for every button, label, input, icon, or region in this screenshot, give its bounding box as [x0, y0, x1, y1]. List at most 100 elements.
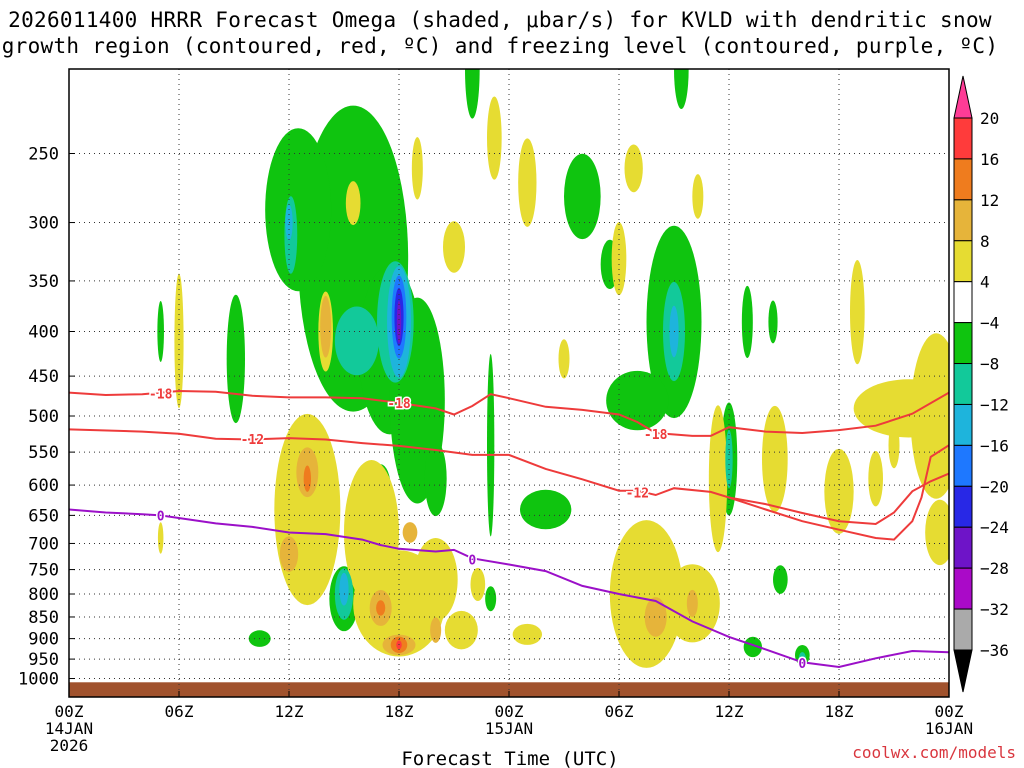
colorbar-swatch-13	[953, 608, 973, 651]
omega-region-41	[850, 259, 865, 365]
omega-region-76	[339, 572, 349, 606]
y-tick-label-500: 500	[28, 407, 59, 427]
y-tick-label-300: 300	[28, 214, 59, 234]
omega-region-12	[485, 586, 497, 612]
omega-region-64	[303, 465, 312, 492]
omega-region-4	[424, 441, 447, 517]
contour-dgz_bottom_minus12_b	[728, 444, 949, 541]
colorbar-swatch-1	[953, 117, 973, 160]
y-tick-label-400: 400	[28, 323, 59, 343]
omega-region-62	[644, 597, 667, 637]
x-tick-label-48-1: 16JAN	[925, 719, 973, 738]
omega-region-38	[824, 448, 854, 534]
omega-region-54	[558, 339, 570, 379]
omega-region-21	[768, 300, 778, 344]
colorbar-swatch-5	[953, 281, 973, 324]
chart-title-line-1: 2026011400 HRRR Forecast Omega (shaded, …	[8, 8, 992, 32]
colorbar-label-5: −4	[980, 314, 999, 333]
contour-label-dgz_bottom_minus12-1: -12	[626, 487, 649, 502]
y-tick-label-700: 700	[28, 534, 59, 554]
omega-region-33	[444, 610, 478, 650]
omega-region-53	[411, 137, 423, 200]
omega-region-32	[512, 623, 542, 645]
omega-region-69	[334, 306, 379, 376]
omega-region-50	[174, 273, 184, 409]
y-tick-label-450: 450	[28, 367, 59, 387]
omega-region-14	[564, 153, 601, 240]
contour-labels: -18 -18 -18 -12 -12 0 0 0	[147, 386, 807, 674]
omega-region-22	[773, 565, 788, 594]
contour-lines	[69, 389, 949, 669]
omega-region-45	[487, 96, 502, 180]
omega-region-28	[274, 413, 341, 606]
colorbar-swatch-3	[953, 199, 973, 242]
omega-region-63	[686, 589, 698, 617]
colorbar-swatch-9	[953, 444, 973, 487]
omega-region-46	[611, 222, 627, 296]
omega-region-10	[465, 69, 480, 119]
omega-region-74	[725, 429, 733, 489]
x-tick-label-36-0: 12Z	[715, 702, 744, 721]
y-tick-label-650: 650	[28, 506, 59, 526]
contour-label-dgz_top_minus18-1: -18	[387, 397, 411, 412]
y-tick-label-850: 850	[28, 608, 59, 628]
x-tick-label-48-0: 00Z	[935, 702, 964, 721]
omega-region-60	[402, 522, 418, 543]
colorbar-bottom-arrow	[953, 649, 973, 693]
contour-label-freezing_level_0-0: 0	[157, 509, 165, 524]
colorbar-label-9: −20	[980, 477, 1009, 496]
omega-region-61	[430, 617, 442, 643]
omega-region-30	[413, 538, 458, 622]
omega-region-11	[487, 353, 495, 537]
colorbar-swatch-4	[953, 240, 973, 283]
colorbar-label-3: 8	[980, 232, 990, 251]
y-tick-label-350: 350	[28, 272, 59, 292]
omega-region-49	[345, 181, 361, 226]
omega-region-23	[743, 636, 762, 658]
omega-region-26	[853, 379, 949, 438]
colorbar-label-1: 16	[980, 150, 999, 169]
credit-text: coolwx.com/models	[852, 743, 1016, 762]
colorbar-label-10: −24	[980, 518, 1009, 537]
x-tick-label-30-0: 06Z	[605, 702, 634, 721]
omega-region-81	[396, 300, 402, 344]
omega-region-48	[624, 144, 643, 193]
x-tick-label-42-0: 18Z	[825, 702, 854, 721]
omega-region-66	[376, 600, 386, 616]
omega-region-36	[708, 405, 728, 553]
colorbar-label-2: 12	[980, 191, 999, 210]
contour-label-freezing_level_0-2: 0	[798, 657, 806, 672]
x-tick-label-18-0: 18Z	[385, 702, 414, 721]
omega-region-13	[520, 489, 572, 530]
y-tick-label-1000: 1000	[18, 670, 59, 690]
omega-region-37	[762, 405, 788, 512]
y-tick-label-950: 950	[28, 650, 59, 670]
colorbar-swatch-11	[953, 526, 973, 569]
x-tick-label-24-0: 00Z	[495, 702, 524, 721]
omega-shading	[157, 69, 949, 668]
x-tick-label-24-1: 15JAN	[485, 719, 533, 738]
pressure-axis: 2503003504004505005506006507007508008509…	[18, 145, 75, 690]
omega-region-1	[265, 128, 332, 292]
chart-title-line-2: growth region (contoured, red, ºC) and f…	[1, 34, 999, 58]
contour-label-dgz_top_minus18-2: -18	[644, 428, 668, 443]
contour-label-freezing_level_0-1: 0	[468, 553, 476, 568]
omega-region-20	[741, 285, 753, 358]
x-tick-label-6-0: 06Z	[165, 702, 194, 721]
colorbar-label-8: −16	[980, 436, 1009, 455]
colorbar-swatch-2	[953, 158, 973, 201]
colorbar-label-13: −36	[980, 641, 1009, 660]
colorbar-top-arrow	[953, 75, 973, 119]
x-tick-label-12-0: 12Z	[275, 702, 304, 721]
colorbar-swatch-6	[953, 322, 973, 365]
plot-frame	[68, 68, 950, 698]
contour-dgz_bottom_minus12	[69, 428, 949, 526]
colorbar-label-11: −28	[980, 559, 1009, 578]
omega-region-47	[692, 174, 704, 219]
omega-region-43	[518, 138, 537, 227]
omega-region-7	[157, 301, 164, 362]
x-tick-label-0-1: 14JAN	[45, 719, 93, 738]
omega-region-42	[925, 499, 949, 566]
